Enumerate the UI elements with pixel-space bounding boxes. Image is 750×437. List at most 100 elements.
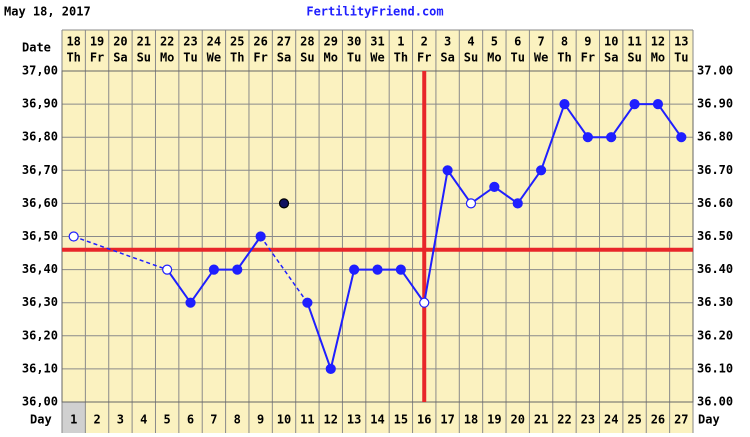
date-label: 7 [537, 35, 544, 49]
weekday-label: We [207, 51, 221, 65]
temperature-point [465, 198, 477, 209]
day-label: 16 [417, 413, 431, 427]
day-label: 23 [581, 413, 595, 427]
temperature-point [606, 132, 617, 143]
temperature-point [208, 264, 220, 275]
day-label: 11 [300, 413, 314, 427]
date-label: 2 [421, 35, 428, 49]
date-label: 3 [444, 35, 451, 49]
temperature-point [232, 264, 243, 275]
temperature-point [395, 264, 406, 275]
day-label: 24 [604, 413, 618, 427]
temperature-point [419, 297, 430, 308]
weekday-label: Fr [253, 51, 267, 65]
weekday-label: Mo [160, 51, 174, 65]
y-tick-label: 36,20 [22, 328, 58, 342]
weekday-label: Tu [347, 51, 361, 65]
weekday-label: We [534, 51, 548, 65]
date-label: 28 [300, 35, 314, 49]
weekday-label: Su [137, 51, 151, 65]
temperature-point [629, 98, 640, 110]
day-label: 8 [234, 413, 241, 427]
date-label: 6 [514, 35, 521, 49]
weekday-label: Tu [510, 51, 524, 65]
day-label: 12 [324, 413, 338, 427]
temperature-point [489, 181, 500, 192]
y2-tick-label: 36.70 [697, 163, 733, 177]
y-tick-label: 36,50 [22, 229, 58, 243]
date-label: 27 [277, 35, 291, 49]
day-label: 15 [394, 413, 408, 427]
day-label: 13 [347, 413, 361, 427]
weekday-label: Sa [440, 51, 454, 65]
weekday-label: Sa [113, 51, 127, 65]
y-tick-label: 36,10 [22, 361, 58, 375]
date-label: 31 [370, 35, 384, 49]
weekday-label: Sa [604, 51, 618, 65]
weekday-label: Th [66, 51, 80, 65]
temperature-point [372, 264, 383, 275]
y2-tick-label: 36.30 [697, 295, 733, 309]
temperature-point [676, 132, 687, 143]
y-tick-label: 36,80 [22, 130, 58, 144]
day-label: 26 [651, 413, 665, 427]
date-label: 8 [561, 35, 568, 49]
y2-tick-label: 36.10 [697, 361, 733, 375]
weekday-label: Su [464, 51, 478, 65]
date-label: 9 [584, 35, 591, 49]
temperature-point [185, 297, 196, 308]
date-label: 4 [467, 35, 474, 49]
date-label: 5 [491, 35, 498, 49]
day-label: 20 [510, 413, 524, 427]
day-label: 19 [487, 413, 501, 427]
y2-tick-label: 36.00 [697, 395, 733, 409]
date-label: 30 [347, 35, 361, 49]
y2-tick-label: 37.00 [697, 64, 733, 78]
chart-title: FertilityFriend.com [306, 5, 443, 19]
y-tick-label: 37,00 [22, 64, 58, 78]
day-label: 27 [674, 413, 688, 427]
temperature-point [325, 363, 336, 374]
y2-tick-label: 36.40 [697, 262, 733, 276]
temperature-point [278, 198, 290, 209]
y-tick-label: 36,60 [22, 196, 58, 210]
weekday-label: Fr [417, 51, 431, 65]
day-label: 5 [164, 413, 171, 427]
weekday-label: Th [557, 51, 571, 65]
day-label-right: Day [698, 413, 720, 427]
temperature-point [535, 165, 547, 176]
y2-tick-label: 36.60 [697, 196, 733, 210]
date-label: 20 [113, 35, 127, 49]
y-tick-label: 36,40 [22, 262, 58, 276]
y2-tick-label: 36.80 [697, 130, 733, 144]
temperature-point [349, 264, 360, 275]
temperature-point [302, 297, 313, 308]
y-tick-label: 36,00 [22, 395, 58, 409]
date-label: 10 [604, 35, 618, 49]
weekday-label: Mo [651, 51, 665, 65]
day-label: 2 [93, 413, 100, 427]
day-label: 7 [210, 413, 217, 427]
weekday-label: Th [230, 51, 244, 65]
temperature-point [68, 231, 79, 242]
y2-tick-label: 36.50 [697, 229, 733, 243]
y-tick-label: 36,30 [22, 295, 58, 309]
date-label: 25 [230, 35, 244, 49]
weekday-label: Mo [324, 51, 338, 65]
day-label: 6 [187, 413, 194, 427]
temperature-point [512, 198, 523, 209]
date-label: Date [22, 41, 51, 55]
y-tick-label: 36,70 [22, 163, 58, 177]
weekday-label: Tu [674, 51, 688, 65]
date-label: 13 [674, 35, 688, 49]
current-day-cell [62, 402, 86, 433]
day-label: 9 [257, 413, 264, 427]
day-label: 4 [140, 413, 147, 427]
temperature-point [255, 231, 266, 242]
temperature-point [162, 264, 173, 275]
date-label: 29 [324, 35, 338, 49]
temperature-point [442, 165, 453, 176]
date-label: 11 [627, 35, 641, 49]
temperature-point [652, 98, 664, 110]
